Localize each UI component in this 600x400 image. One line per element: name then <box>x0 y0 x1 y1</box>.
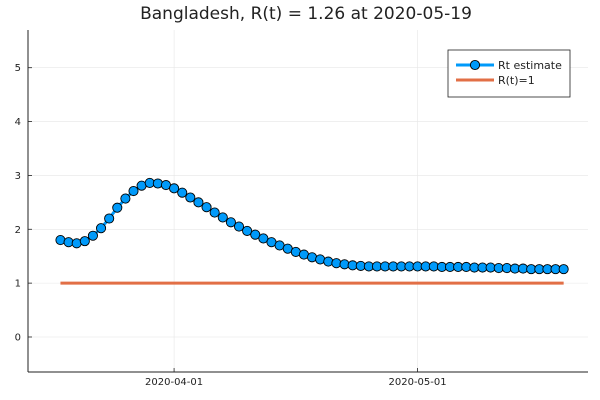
rt-estimate-point <box>104 213 115 224</box>
legend-label: Rt estimate <box>498 59 562 72</box>
rt-estimate-point <box>128 185 139 197</box>
rt-estimate-point <box>201 202 212 213</box>
legend: Rt estimate R(t)=1 <box>447 49 571 98</box>
rt-estimate-point <box>250 229 261 240</box>
rt-estimate-point <box>87 230 98 241</box>
rt-estimate-point <box>177 187 188 198</box>
rt-estimate-point <box>193 197 204 208</box>
y-tick-label: 3 <box>15 171 21 182</box>
legend-swatch-marker <box>469 59 481 71</box>
chart-title: Bangladesh, R(t) = 1.26 at 2020-05-19 <box>140 4 472 24</box>
rt-estimate-point <box>233 221 245 232</box>
y-tick-label: 0 <box>15 332 21 343</box>
rt-estimate-point <box>558 264 569 275</box>
rt-estimate-point <box>217 212 228 223</box>
x-tick-label: 2020-05-01 <box>389 377 447 388</box>
rt-estimate-point <box>242 225 253 236</box>
rt-estimate-point <box>112 202 123 213</box>
rt-estimate-point <box>120 193 131 204</box>
rt-estimate-point <box>152 178 163 189</box>
rt-estimate-point <box>169 183 180 194</box>
rt-estimate-point <box>209 207 220 218</box>
y-tick-label: 1 <box>15 279 21 290</box>
rt-estimate-point <box>225 217 236 228</box>
axes: 0 1 2 3 4 5 2020-04-01 2020-05-01 <box>15 30 588 388</box>
legend-box <box>447 49 571 98</box>
rt-estimate-point <box>185 192 196 203</box>
y-tick-label: 2 <box>15 225 21 236</box>
y-tick-label: 4 <box>15 117 21 128</box>
rt-estimate-point <box>258 233 269 244</box>
rt-estimate-point <box>323 256 334 267</box>
series <box>55 177 569 285</box>
rt-estimate-point <box>95 223 107 234</box>
rt-estimate-point <box>79 236 90 247</box>
x-tick-label: 2020-04-01 <box>145 377 203 388</box>
legend-label: R(t)=1 <box>498 74 535 87</box>
y-tick-label: 5 <box>15 63 21 74</box>
